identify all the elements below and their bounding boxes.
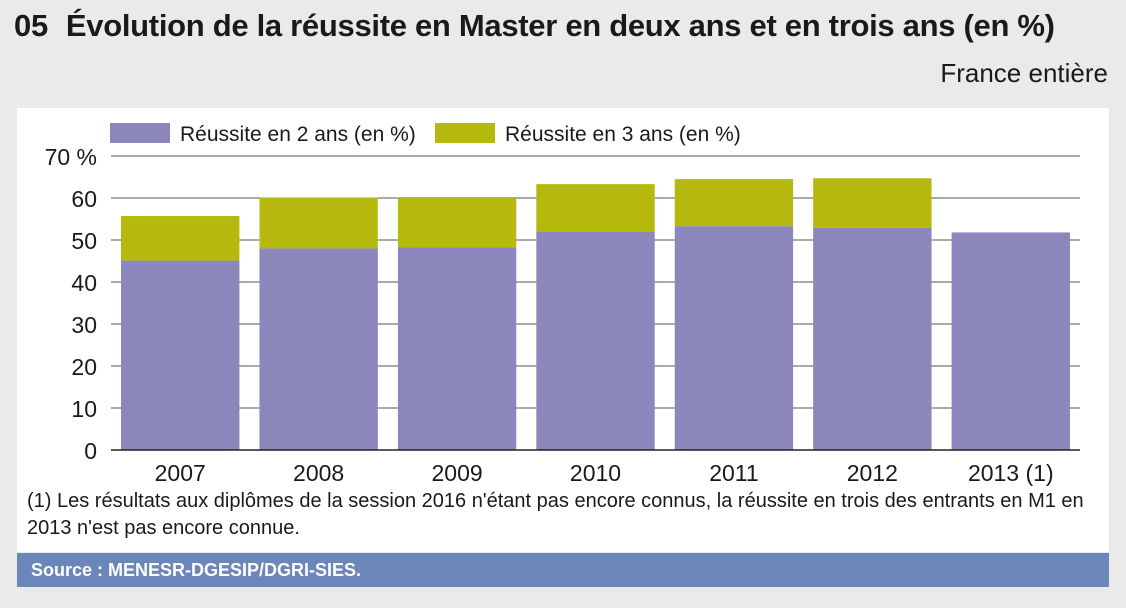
x-tick-label: 2009	[431, 460, 482, 486]
chart-title: 05 Évolution de la réussite en Master en …	[14, 8, 1055, 44]
bar-2-ans	[397, 247, 517, 450]
bar-2-ans	[259, 248, 378, 450]
chart-panel: 0 10 20 30 40 50 60 70 % 2007 2008 2009 2010 2011 201…	[17, 108, 1109, 552]
figure-number: 05	[14, 8, 48, 43]
stacked-bar-chart: 0 10 20 30 40 50 60 70 % 2007 2008 2009 2010 2011 201…	[45, 123, 1080, 486]
x-tick-label: 2007	[155, 460, 206, 486]
bar-3-ans	[674, 179, 794, 227]
y-tick-label: 20	[71, 354, 97, 380]
y-tick-label: 50	[71, 228, 97, 254]
footnote: (1) Les résultats aux diplômes de la ses…	[27, 490, 1084, 539]
x-tick-label: 2008	[293, 460, 344, 486]
y-tick-label: 30	[71, 312, 97, 338]
x-tick-label: 2013 (1)	[968, 460, 1054, 486]
bar-2-ans	[536, 231, 655, 450]
legend-swatch	[435, 123, 495, 143]
bar-3-ans	[397, 198, 517, 248]
source-bar: Source : MENESR-DGESIP/DGRI-SIES.	[17, 553, 1109, 587]
legend-label: Réussite en 3 ans (en %)	[505, 123, 741, 146]
bar-3-ans	[813, 178, 932, 228]
bar-2-ans	[674, 226, 794, 450]
x-tick-label: 2012	[847, 460, 898, 486]
bar-2-ans	[121, 260, 240, 450]
bar-3-ans	[536, 184, 655, 232]
legend-label: Réussite en 2 ans (en %)	[180, 123, 416, 146]
y-tick-label: 10	[71, 396, 97, 422]
y-tick-label: 70 %	[45, 144, 97, 170]
y-tick-label: 60	[71, 186, 97, 212]
bar-3-ans	[259, 197, 378, 249]
y-tick-label: 0	[84, 438, 97, 464]
y-tick-label: 40	[71, 270, 97, 296]
bar-3-ans	[121, 216, 240, 261]
bar-2-ans	[951, 232, 1070, 450]
legend-swatch	[110, 123, 170, 143]
x-tick-label: 2010	[570, 460, 621, 486]
bar-2-ans	[813, 227, 932, 450]
x-tick-label: 2011	[709, 460, 758, 486]
chart-subtitle: France entière	[940, 58, 1108, 88]
figure-title: Évolution de la réussite en Master en de…	[65, 8, 1055, 43]
